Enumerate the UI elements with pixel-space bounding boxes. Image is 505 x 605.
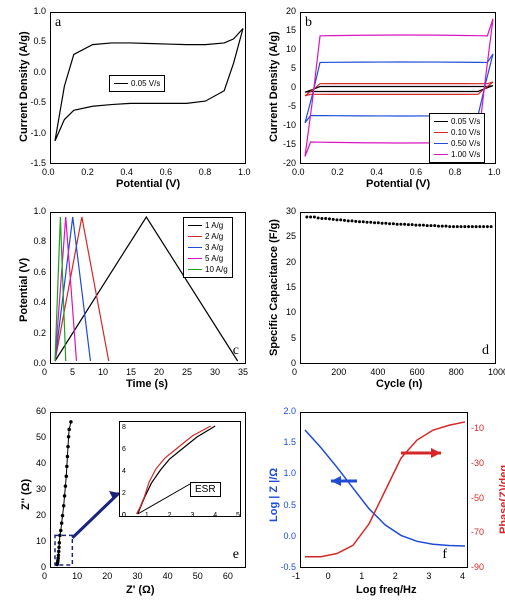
legend-item: 0.10 V/s: [434, 127, 480, 138]
figure-root: a 0.05 V/s Current Density (A/g) Potenti…: [0, 0, 505, 605]
panel-f-xlabel: Log freq/Hz: [356, 584, 417, 596]
panel-b: b 0.05 V/s 0.10 V/s 0.50 V/s 1.00 V/s Cu…: [256, 6, 501, 194]
panel-f-letter: f: [442, 547, 447, 563]
panel-a-plot: a 0.05 V/s: [50, 12, 246, 164]
legend-label: 1.00 V/s: [451, 149, 480, 160]
legend-label: 10 A/g: [205, 264, 228, 275]
panel-b-xlabel: Potential (V): [366, 178, 430, 190]
legend-label: 2 A/g: [205, 231, 223, 242]
panel-c-plot: c 1 A/g 2 A/g 3 A/g 5 A/g 10 A/g: [50, 212, 246, 364]
panel-e: e 01234502468 ESR Z'' (Ω) Z' (Ω) 0102030…: [6, 406, 251, 601]
panel-f: f Log | Z |/Ω Phase(Z)/deg Log freq/Hz -…: [256, 406, 501, 601]
panel-f-svg: [301, 413, 469, 569]
legend-item: 0.05 V/s: [114, 78, 160, 89]
legend-label: 5 A/g: [205, 253, 223, 264]
legend-item: 3 A/g: [188, 242, 228, 253]
svg-text:5: 5: [236, 512, 240, 519]
panel-d-xlabel: Cycle (n): [376, 378, 422, 390]
panel-d-svg: [301, 213, 497, 365]
svg-text:2: 2: [122, 490, 126, 497]
svg-text:4: 4: [122, 468, 126, 475]
legend-item: 0.05 V/s: [434, 116, 480, 127]
panel-e-plot: e 01234502468 ESR: [50, 412, 246, 568]
panel-e-inset: 01234502468 ESR: [119, 421, 241, 517]
legend-item: 0.50 V/s: [434, 138, 480, 149]
panel-a-letter: a: [55, 15, 61, 31]
legend-item: 5 A/g: [188, 253, 228, 264]
esr-label: ESR: [190, 482, 221, 497]
legend-label: 0.10 V/s: [451, 127, 480, 138]
svg-text:0: 0: [122, 512, 126, 519]
panel-d: d Specific Capacitance (F/g) Cycle (n) 0…: [256, 206, 501, 394]
panel-e-letter: e: [233, 547, 239, 563]
legend-label: 0.05 V/s: [131, 78, 160, 89]
legend-label: 0.05 V/s: [451, 116, 480, 127]
panel-c: c 1 A/g 2 A/g 3 A/g 5 A/g 10 A/g Potenti…: [6, 206, 251, 394]
panel-e-inset-svg: 01234502468: [120, 422, 242, 518]
panel-b-letter: b: [305, 15, 312, 31]
panel-b-legend: 0.05 V/s 0.10 V/s 0.50 V/s 1.00 V/s: [429, 113, 485, 163]
legend-item: 2 A/g: [188, 231, 228, 242]
panel-a-legend: 0.05 V/s: [109, 75, 165, 92]
legend-item: 1.00 V/s: [434, 149, 480, 160]
panel-c-letter: c: [233, 343, 239, 359]
panel-b-plot: b 0.05 V/s 0.10 V/s 0.50 V/s 1.00 V/s: [300, 12, 496, 164]
legend-item: 1 A/g: [188, 220, 228, 231]
panel-d-plot: d: [300, 212, 496, 364]
svg-text:8: 8: [122, 424, 126, 431]
svg-text:4: 4: [213, 512, 217, 519]
panel-c-legend: 1 A/g 2 A/g 3 A/g 5 A/g 10 A/g: [183, 217, 233, 278]
legend-label: 3 A/g: [205, 242, 223, 253]
panel-e-xlabel: Z' (Ω): [126, 584, 155, 596]
svg-text:1: 1: [145, 512, 149, 519]
panel-a-ylabel: Current Density (A/g): [18, 31, 30, 142]
svg-text:6: 6: [122, 446, 126, 453]
svg-text:2: 2: [168, 512, 172, 519]
legend-label: 0.50 V/s: [451, 138, 480, 149]
legend-item: 10 A/g: [188, 264, 228, 275]
panel-c-xlabel: Time (s): [126, 378, 168, 390]
panel-f-ylabel-right: Phase(Z)/deg: [498, 465, 505, 534]
panel-a-xlabel: Potential (V): [116, 178, 180, 190]
svg-text:3: 3: [190, 512, 194, 519]
panel-f-plot: f: [300, 412, 468, 568]
legend-label: 1 A/g: [205, 220, 223, 231]
panel-a: a 0.05 V/s Current Density (A/g) Potenti…: [6, 6, 251, 194]
panel-d-letter: d: [482, 343, 489, 359]
